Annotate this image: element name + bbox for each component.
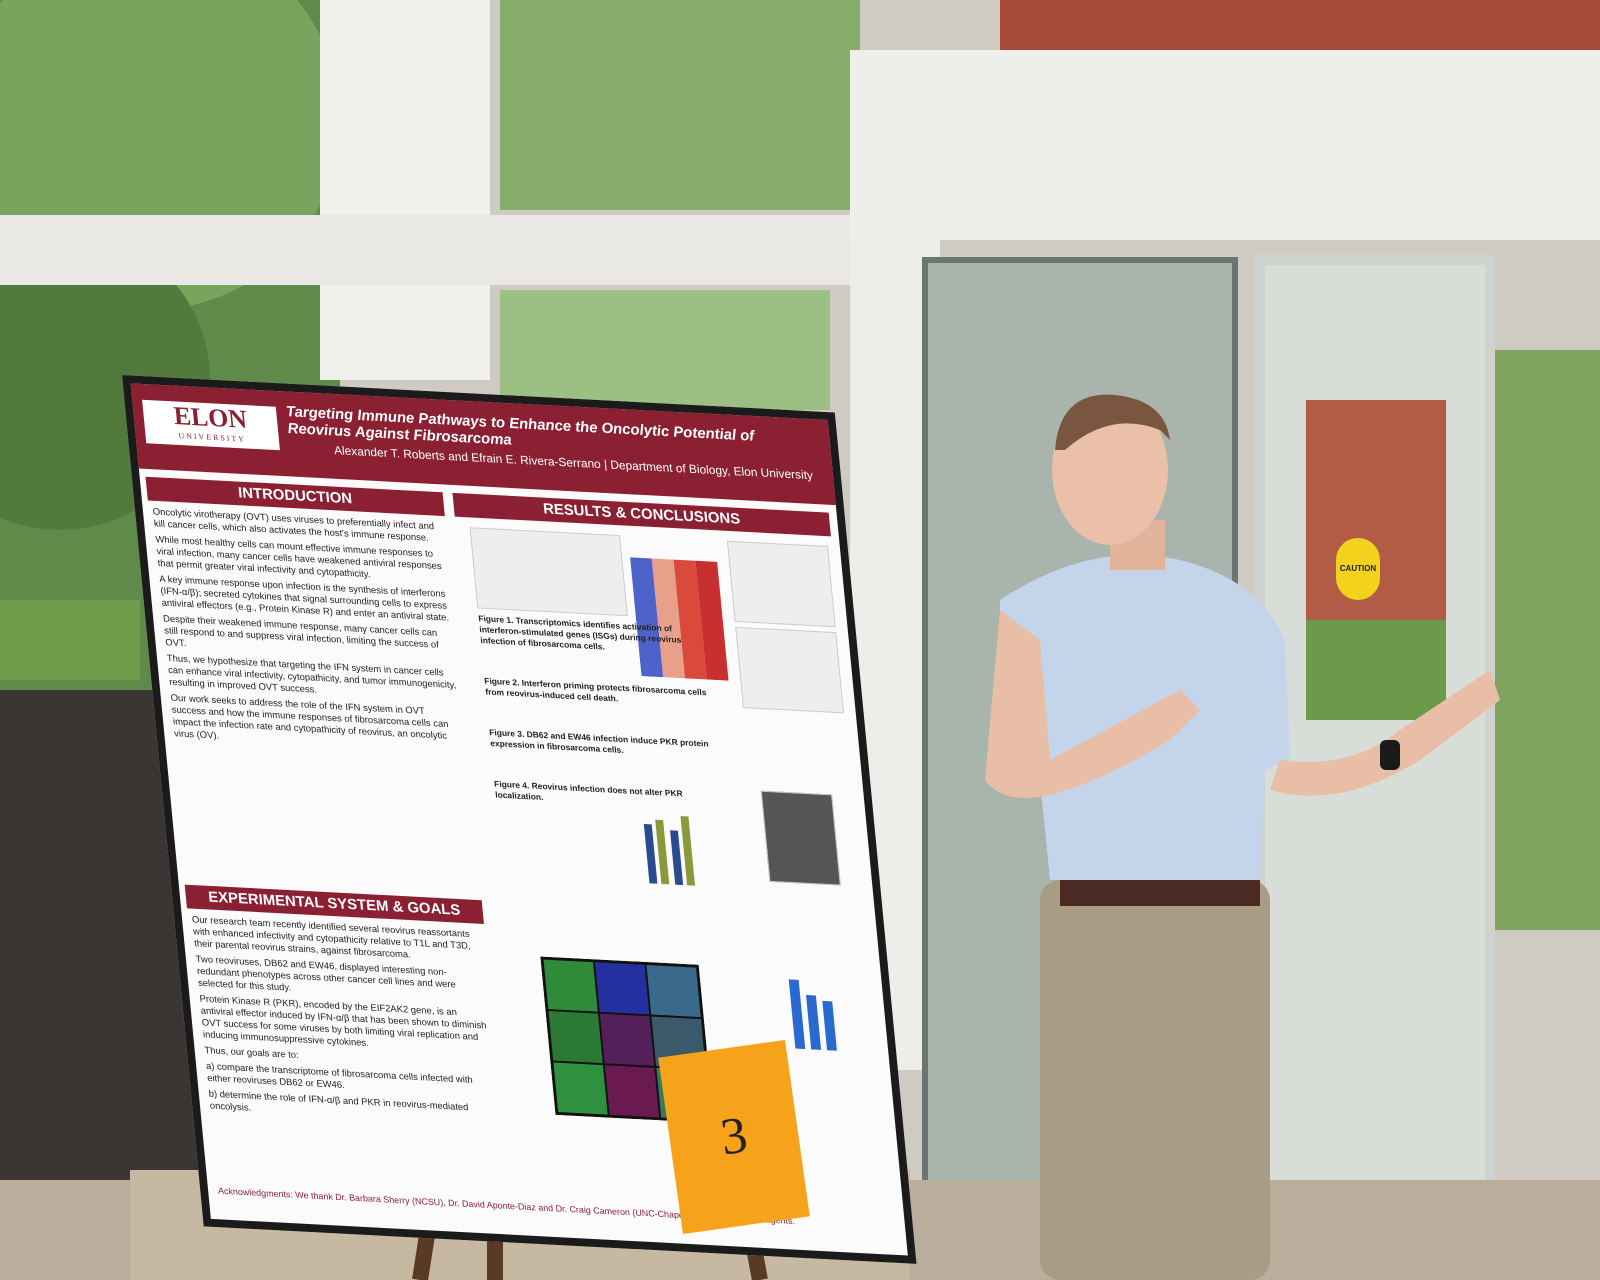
heatmap <box>630 557 729 681</box>
bar-figure <box>788 979 837 1051</box>
goals: Our research team recently identified se… <box>192 914 500 1131</box>
easel-sign: 3 <box>658 1039 810 1235</box>
bar-figure <box>643 816 696 886</box>
bullet: Our work seeks to address the role of th… <box>170 692 449 742</box>
introduction: Oncolytic virotherapy (OVT) uses viruses… <box>152 507 464 760</box>
figure <box>726 540 836 628</box>
figure-caption: Figure 2. Interferon priming protects fi… <box>483 675 707 704</box>
figure-caption: Figure 3. DB62 and EW46 infection induce… <box>488 727 709 755</box>
logo: ELON UNIVERSITY <box>142 399 280 451</box>
figure <box>735 626 844 714</box>
blot <box>760 790 841 886</box>
figure <box>469 527 628 617</box>
door-sign: CAUTION <box>1336 538 1380 600</box>
